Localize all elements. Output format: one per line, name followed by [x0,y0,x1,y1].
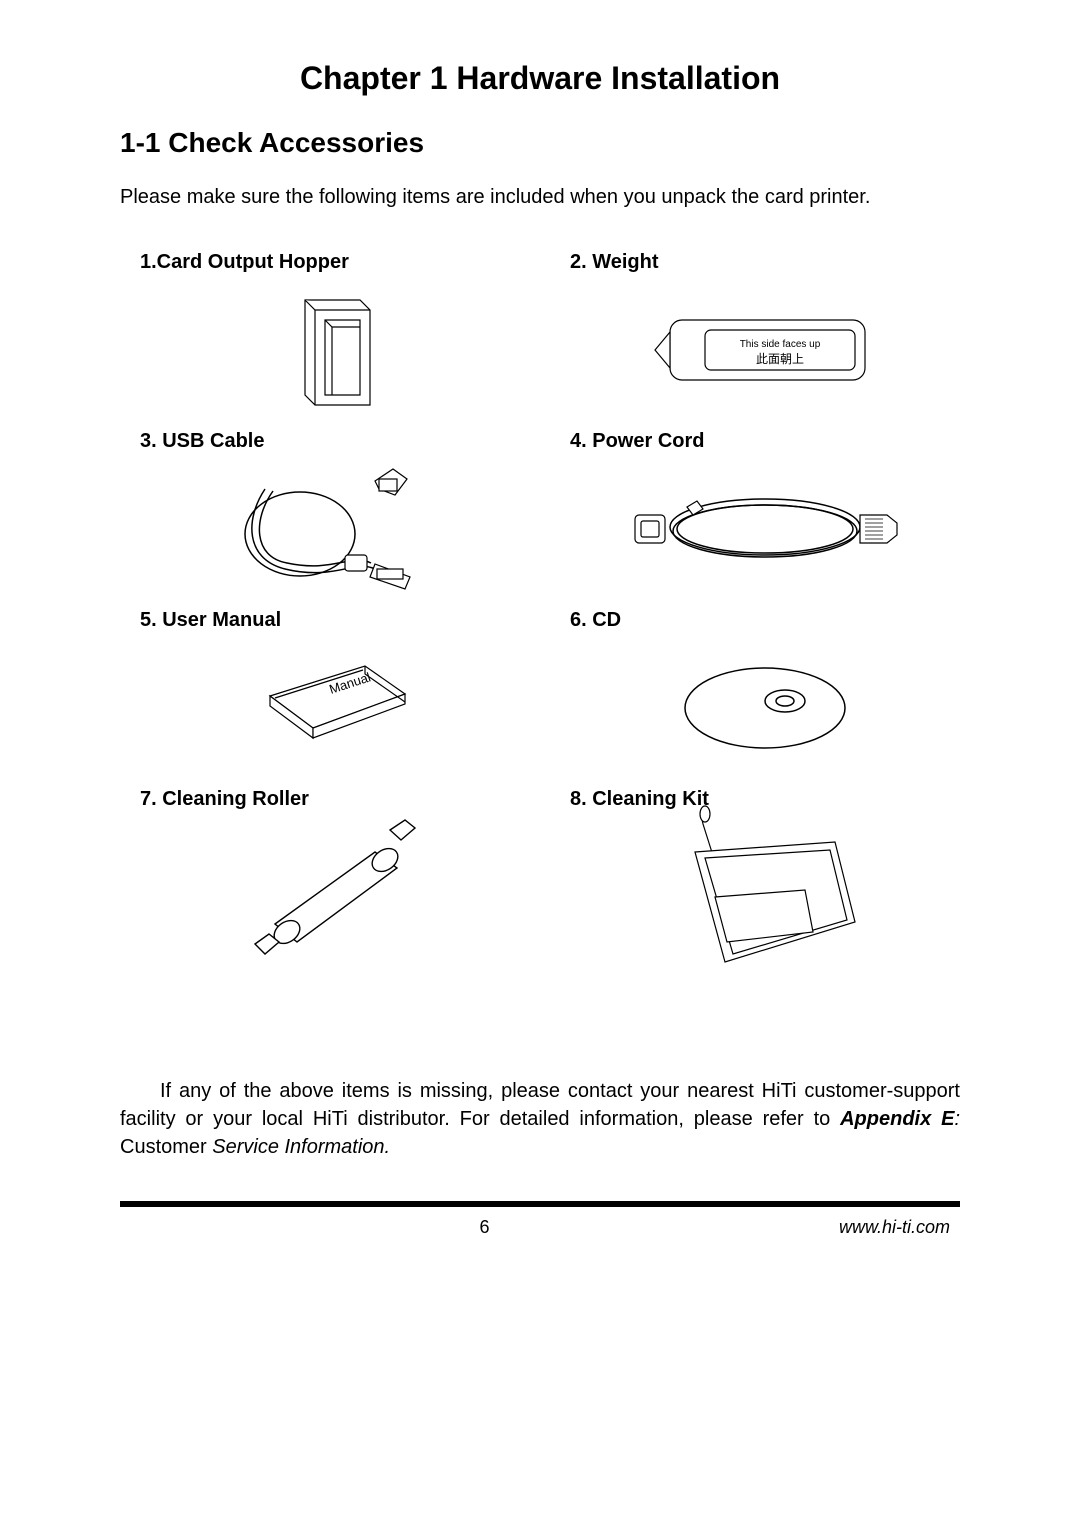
item-cd: 6. CD [570,609,960,778]
footer-website: www.hi-ti.com [839,1217,950,1238]
item-user-manual: 5. User Manual Manual [140,609,530,778]
power-cord-illustration [570,459,960,599]
closing-customer: Customer [120,1136,212,1158]
closing-service-info: Service Information. [212,1136,390,1158]
item-label: 6. CD [570,609,960,632]
weight-illustration: This side faces up 此面朝上 [570,280,960,420]
footer-rule [120,1201,960,1207]
item-power-cord: 4. Power Cord [570,430,960,599]
item-usb-cable: 3. USB Cable [140,430,530,599]
hopper-illustration [140,280,530,420]
closing-colon: : [954,1108,960,1130]
intro-paragraph: Please make sure the following items are… [120,183,960,211]
user-manual-illustration: Manual [140,638,530,778]
item-cleaning-kit: 8. Cleaning Kit [570,788,960,957]
item-cleaning-roller: 7. Cleaning Roller [140,788,530,957]
item-label: 1.Card Output Hopper [140,251,530,274]
page-number: 6 [479,1217,489,1238]
item-label: 2. Weight [570,251,960,274]
item-label: 7. Cleaning Roller [140,788,530,811]
chapter-title: Chapter 1 Hardware Installation [120,60,960,97]
appendix-ref: Appendix E [840,1108,954,1130]
item-label: 3. USB Cable [140,430,530,453]
item-card-output-hopper: 1.Card Output Hopper [140,251,530,420]
weight-caption-line1: This side faces up [740,339,821,350]
item-label: 4. Power Cord [570,430,960,453]
cleaning-roller-illustration [140,817,530,957]
cd-illustration [570,638,960,778]
section-title: 1-1 Check Accessories [120,127,960,159]
weight-caption-line2: 此面朝上 [756,352,804,366]
document-page: Chapter 1 Hardware Installation 1-1 Chec… [0,0,1080,1278]
accessories-grid: 1.Card Output Hopper 2. Weight [140,251,960,957]
cleaning-kit-illustration [570,817,960,957]
closing-text-1: If any of the above items is missing, pl… [120,1080,960,1130]
item-weight: 2. Weight This side faces up 此面朝上 [570,251,960,420]
item-label: 5. User Manual [140,609,530,632]
page-footer: 6 www.hi-ti.com [120,1217,960,1238]
usb-cable-illustration [140,459,530,599]
closing-paragraph: If any of the above items is missing, pl… [120,1077,960,1161]
